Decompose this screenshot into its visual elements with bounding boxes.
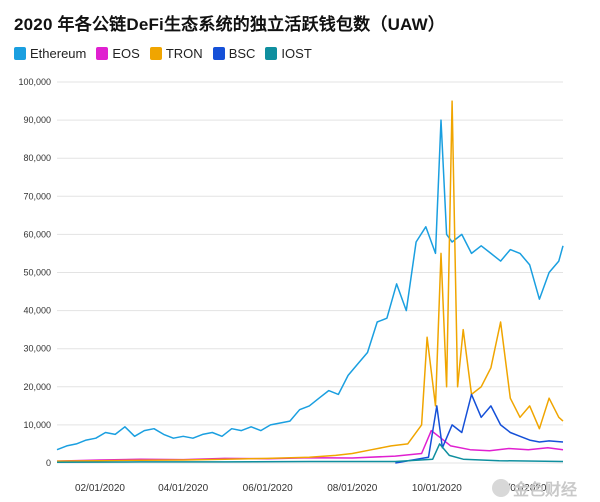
- series-line-iost: [56, 443, 564, 463]
- legend-item-iost: IOST: [265, 46, 312, 61]
- legend-label: EOS: [112, 46, 140, 61]
- x-tick-label: 02/01/2020: [75, 483, 125, 494]
- y-tick-label: 60,000: [23, 229, 51, 239]
- series-layer: [56, 100, 564, 464]
- y-tick-label: 100,000: [18, 77, 51, 87]
- x-tick-label: 08/01/2020: [327, 483, 377, 494]
- y-tick-label: 10,000: [23, 420, 51, 430]
- y-tick-label: 90,000: [23, 115, 51, 125]
- y-tick-label: 50,000: [23, 268, 51, 278]
- axis-layer: 0 10,000 20,000 30,000 40,000 50,000 60,000 70,…: [18, 77, 546, 494]
- legend-item-ethereum: Ethereum: [14, 46, 86, 61]
- series-line-bsc: [395, 393, 564, 464]
- x-tick-label: 04/01/2020: [158, 483, 208, 494]
- legend-swatch: [149, 47, 162, 60]
- legend-swatch: [212, 47, 225, 60]
- legend-item-tron: TRON: [149, 46, 203, 61]
- legend-label: IOST: [281, 46, 312, 61]
- y-tick-label: 80,000: [23, 153, 51, 163]
- legend-swatch: [96, 47, 109, 60]
- grid-layer: [57, 81, 563, 464]
- x-tick-label: 06/01/2020: [243, 483, 293, 494]
- chart-legend: Ethereum EOS TRON BSC IOST: [14, 46, 322, 61]
- watermark-text: 金色财经: [513, 482, 578, 499]
- y-tick-label: 20,000: [23, 382, 51, 392]
- y-tick-label: 30,000: [23, 344, 51, 354]
- x-tick-label: 12/01/2020: [496, 483, 546, 494]
- legend-swatch: [14, 47, 26, 60]
- y-tick-label: 40,000: [23, 306, 51, 316]
- y-tick-label: 70,000: [23, 191, 51, 201]
- watermark-logo-icon: [492, 479, 510, 497]
- legend-item-eos: EOS: [96, 46, 140, 61]
- chart-title: 2020 年各公链DeFi生态系统的独立活跃钱包数（UAW）: [14, 15, 446, 34]
- x-tick-label: 10/01/2020: [412, 483, 462, 494]
- series-line-ethereum: [56, 119, 564, 451]
- watermark: 金色财经: [492, 476, 577, 500]
- legend-label: Ethereum: [30, 46, 87, 61]
- legend-item-bsc: BSC: [212, 46, 256, 61]
- y-tick-label: 0: [46, 458, 51, 468]
- series-line-tron: [56, 100, 564, 462]
- legend-swatch: [265, 47, 278, 60]
- legend-label: TRON: [165, 46, 203, 61]
- legend-label: BSC: [228, 46, 256, 61]
